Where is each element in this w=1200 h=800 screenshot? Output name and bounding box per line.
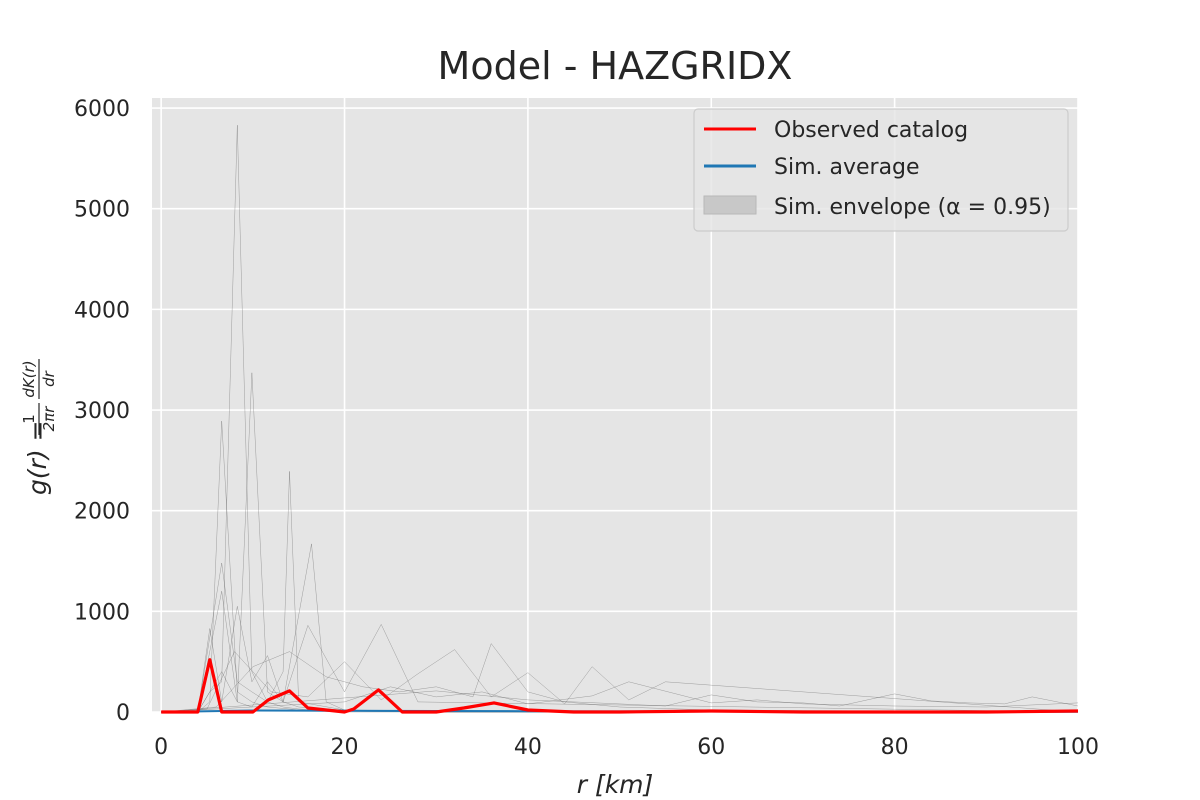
observed-series <box>161 658 1079 714</box>
y-axis-label-frac2-num: dK(r) <box>20 360 38 397</box>
y-tick-label-5: 5000 <box>74 198 130 223</box>
x-axis-label: r [km] <box>577 770 654 799</box>
y-tick-label-4: 4000 <box>74 298 130 323</box>
x-tick-label-5: 100 <box>1057 735 1099 760</box>
y-axis-label-frac1-num: 1 <box>20 414 38 424</box>
y-tick-labels: 0 1000 2000 3000 4000 5000 6000 <box>74 97 130 726</box>
x-tick-label-4: 80 <box>881 735 909 760</box>
y-tick-label-2: 2000 <box>74 500 130 525</box>
legend-label-envelope: Sim. envelope (α = 0.95) <box>774 195 1051 220</box>
y-tick-label-0: 0 <box>116 701 130 726</box>
chart-title: Model - HAZGRIDX <box>438 44 793 88</box>
legend-frame <box>693 108 1069 232</box>
simulation-curve-8 <box>161 690 1079 713</box>
x-tick-label-1: 20 <box>331 735 359 760</box>
simulation-curve-5 <box>161 606 1079 713</box>
y-tick-label-1: 1000 <box>74 600 130 625</box>
legend: Observed catalog Sim. average Sim. envel… <box>693 108 1069 232</box>
y-tick-label-6: 6000 <box>74 97 130 122</box>
observed-line <box>161 658 1079 714</box>
x-tick-label-2: 40 <box>514 735 542 760</box>
y-axis-label-frac1-den: 2πr <box>40 406 58 432</box>
legend-label-observed: Observed catalog <box>774 118 968 143</box>
x-tick-labels: 0 20 40 60 80 100 <box>154 735 1099 760</box>
y-tick-label-3: 3000 <box>74 399 130 424</box>
simulation-curve-6 <box>161 649 1079 713</box>
grid-lines <box>152 98 1079 713</box>
simulation-curve-9 <box>161 681 1079 713</box>
legend-swatch-envelope <box>703 195 757 215</box>
y-axis-label: g(r) = 1 2πr dK(r) dr <box>20 359 58 495</box>
y-axis-label-frac2-den: dr <box>40 370 58 387</box>
y-axis-label-lhs: g(r) = <box>23 420 52 495</box>
x-tick-label-0: 0 <box>154 735 168 760</box>
x-tick-label-3: 60 <box>697 735 725 760</box>
simulation-curve-7 <box>161 643 1079 713</box>
simulation-curves <box>161 125 1079 713</box>
legend-label-sim-average: Sim. average <box>774 155 920 180</box>
